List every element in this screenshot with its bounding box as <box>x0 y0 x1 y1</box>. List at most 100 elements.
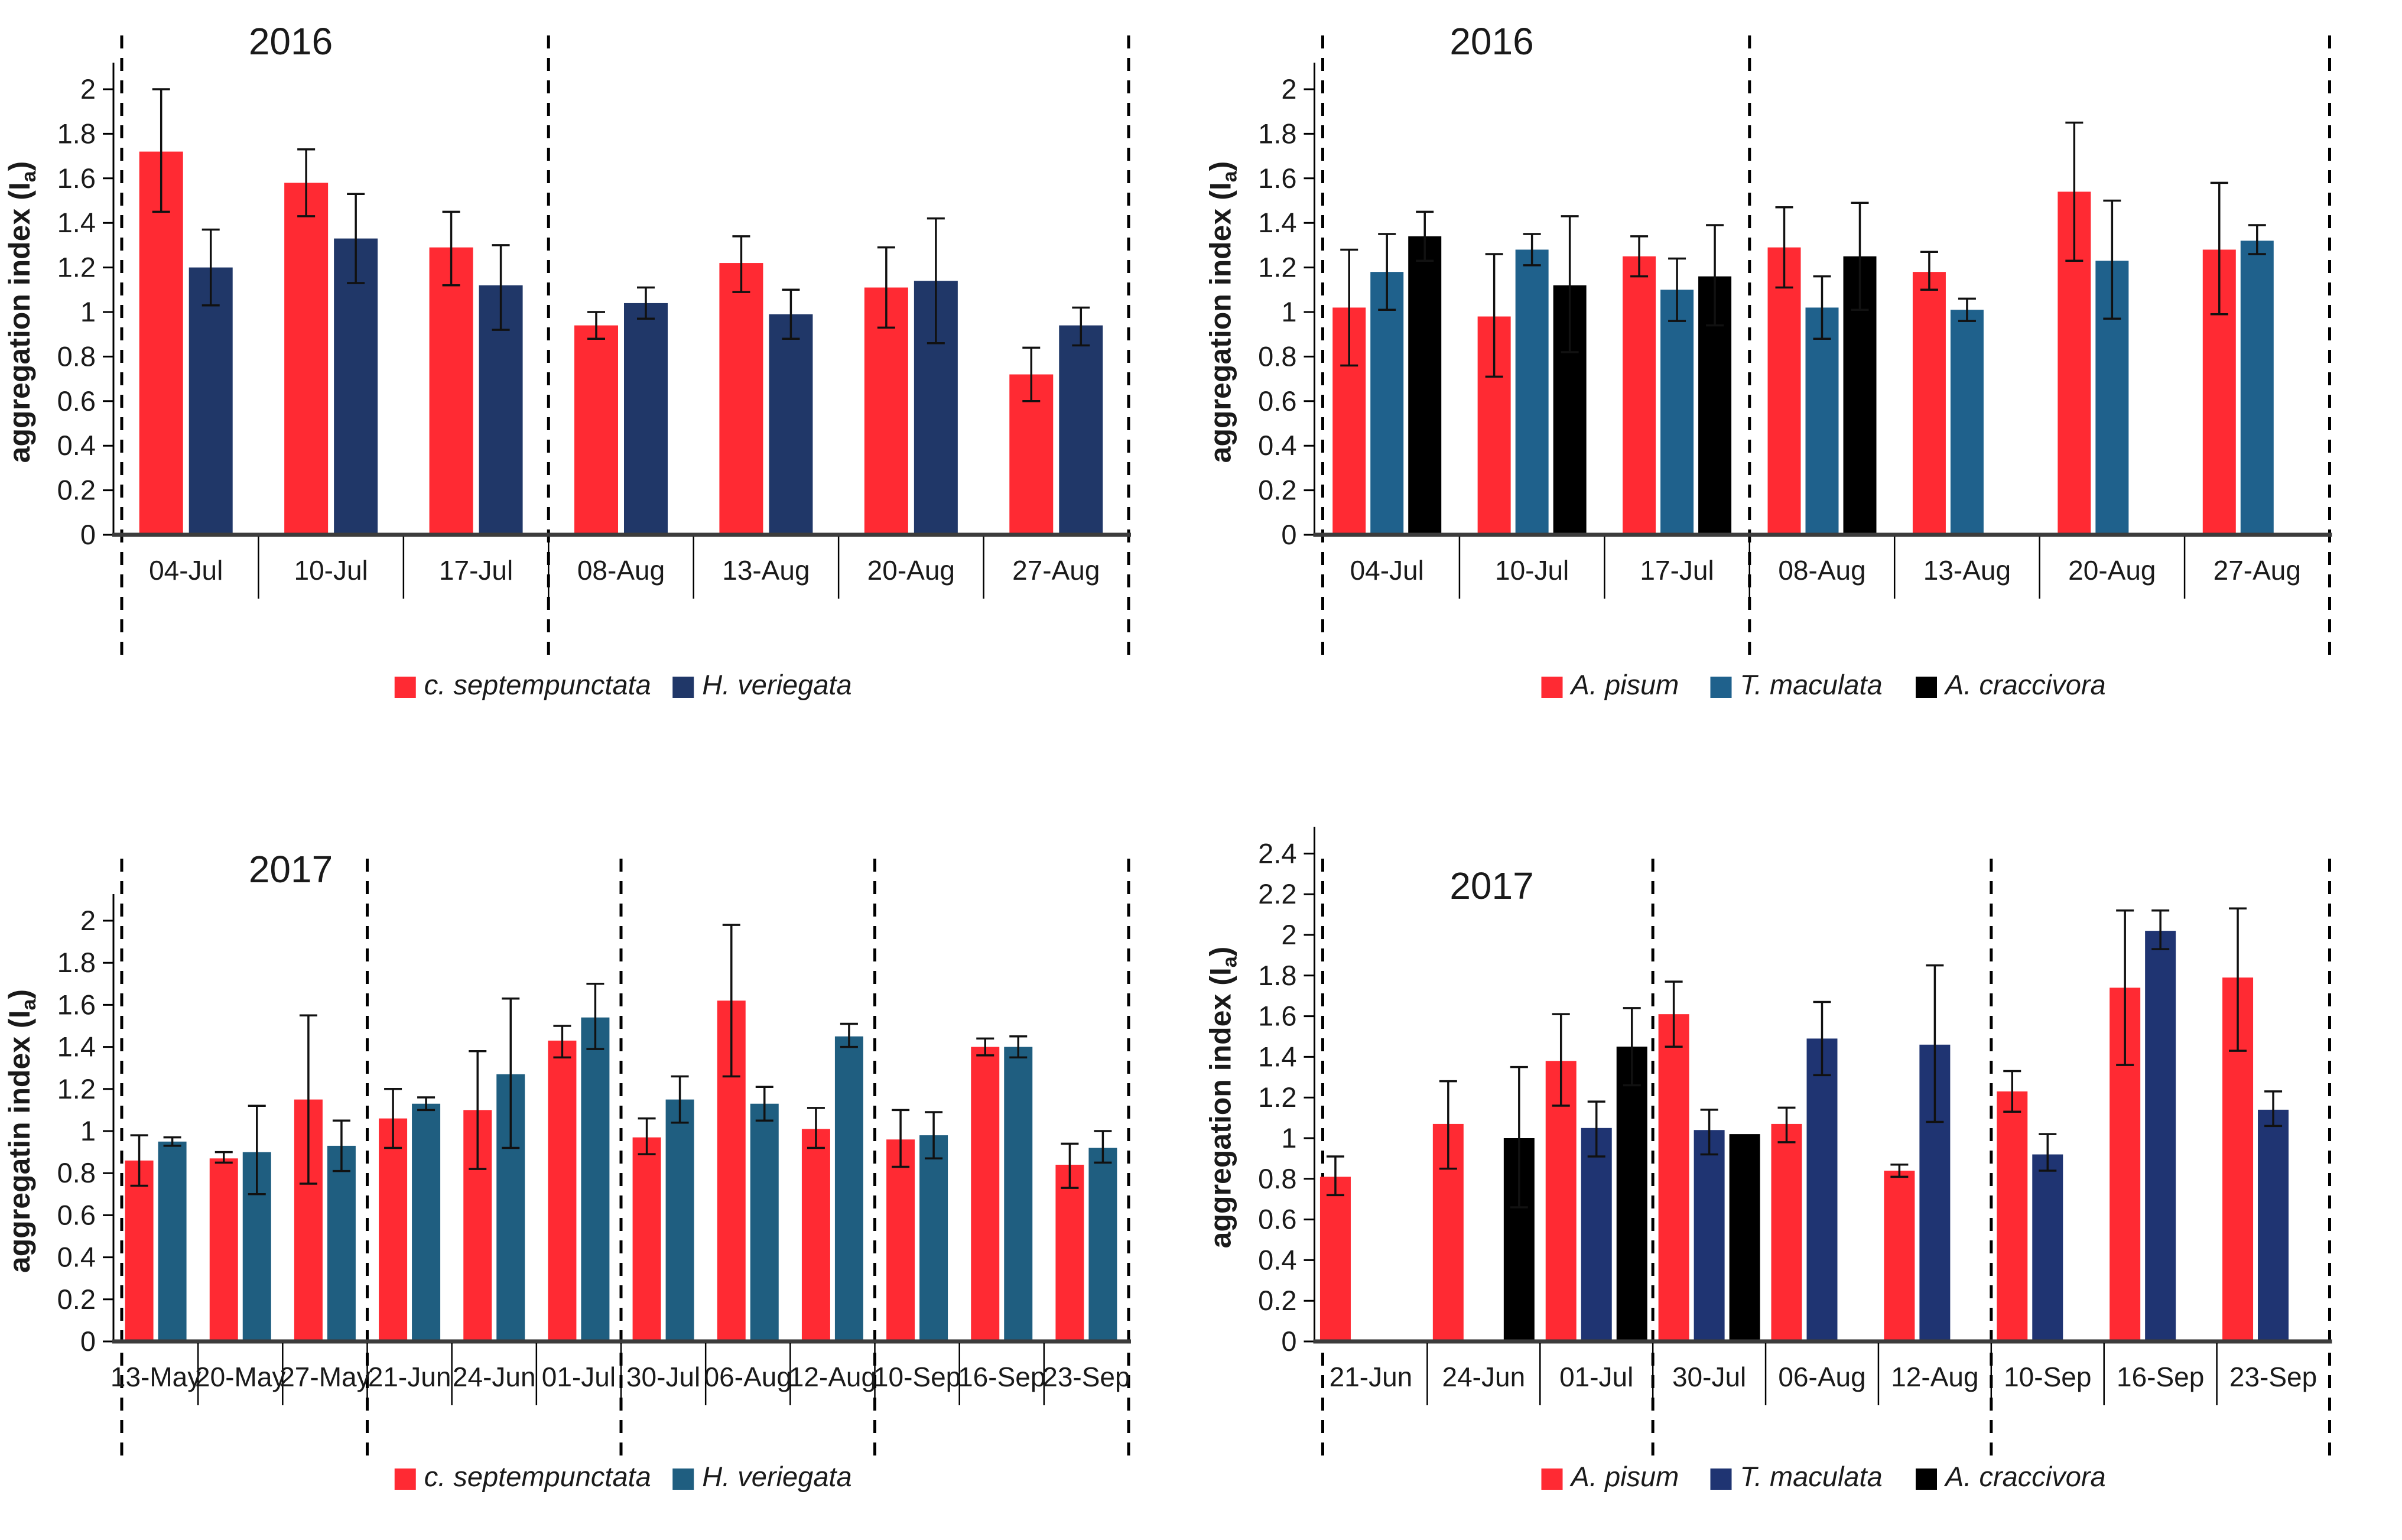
y-tick-label: 1 <box>1281 296 1296 327</box>
y-tick-label: 1 <box>80 1115 96 1146</box>
legend-label-2: H. veriegata <box>702 1461 851 1492</box>
bar-t--maculata <box>1694 1130 1725 1341</box>
bar-c--septempunctata <box>864 287 908 535</box>
chart-title: 2017 <box>249 848 333 891</box>
bar-h--veriegata <box>334 238 378 535</box>
bar-t--maculata <box>2032 1154 2063 1341</box>
y-axis-title-sub: a <box>1219 956 1241 967</box>
bar-h--veriegata <box>919 1135 948 1341</box>
bar-t--maculata <box>1806 1038 1838 1341</box>
y-tick-label: 0 <box>1281 519 1296 550</box>
x-category-label: 10-Sep <box>2004 1362 2091 1392</box>
legend-swatch-1 <box>1541 677 1563 698</box>
y-tick-label: 0.6 <box>1258 385 1296 417</box>
legend-label-3: A. craccivora <box>1943 1461 2106 1492</box>
y-tick-label: 0.6 <box>57 1199 96 1230</box>
chart-2017-aphids: 2017 0 0.2 0.4 0.6 0.8 1 1.2 1.4 1.6 1.8 2 2.2 2.4 agg… <box>1201 770 2402 1540</box>
x-category-label: 24-Jun <box>1442 1362 1526 1392</box>
bar-c--septempunctata <box>548 1040 577 1341</box>
bar-t--maculata <box>1370 272 1404 535</box>
y-tick-label: 1.4 <box>57 1031 96 1063</box>
bar-h--veriegata <box>1088 1148 1117 1341</box>
bar-a--craccivora <box>1616 1047 1647 1341</box>
y-axis-title: aggregatin index (Ia) <box>3 989 40 1273</box>
legend-label-2: H. veriegata <box>702 669 851 700</box>
y-axis-title-main: aggregation index (I <box>1204 182 1237 463</box>
y-tick-label: 0.6 <box>57 385 96 417</box>
bar-a--pisum <box>1912 272 1946 535</box>
x-category-label: 04-Jul <box>149 555 223 586</box>
bar-c--septempunctata <box>379 1118 408 1341</box>
y-tick-label: 0.4 <box>57 1242 96 1273</box>
chart-title: 2016 <box>249 20 333 63</box>
y-tick-label: 0.2 <box>57 475 96 506</box>
bar-t--maculata <box>2240 241 2274 535</box>
y-axis-title: aggregation index (Ia) <box>3 161 40 463</box>
bar-h--veriegata <box>1004 1047 1033 1341</box>
bar-t--maculata <box>1581 1128 1612 1341</box>
bar-c--septempunctata <box>1055 1164 1084 1341</box>
bar-c--septempunctata <box>574 325 618 535</box>
legend-label-2: T. maculata <box>1740 669 1883 700</box>
x-category-label: 23-Sep <box>2229 1362 2317 1392</box>
y-tick-label: 0 <box>80 1325 96 1357</box>
y-tick-label: 1.2 <box>1258 1081 1296 1113</box>
bar-a--pisum <box>1658 1014 1689 1341</box>
legend-swatch-2 <box>1710 1468 1732 1490</box>
legend-label-1: A. pisum <box>1569 1461 1679 1492</box>
x-category-label: 23-Sep <box>1042 1362 1130 1392</box>
bar-a--pisum <box>1884 1171 1915 1341</box>
y-tick-label: 1.4 <box>57 207 96 238</box>
y-tick-label: 1.6 <box>1258 163 1296 194</box>
x-category-label: 24-Jun <box>453 1362 536 1392</box>
bar-h--veriegata <box>665 1099 694 1341</box>
bar-a--pisum <box>1767 247 1801 535</box>
x-category-label: 12-Aug <box>789 1362 876 1392</box>
legend-swatch-1 <box>394 1468 416 1490</box>
y-tick-label: 1.8 <box>57 947 96 978</box>
chart-2017-aphids-svg: 2017 0 0.2 0.4 0.6 0.8 1 1.2 1.4 1.6 1.8 2 2.2 2.4 agg… <box>1204 827 2332 1492</box>
bar-h--veriegata <box>327 1145 356 1341</box>
y-tick-label: 2 <box>1281 919 1296 950</box>
y-tick-label: 1.4 <box>1258 207 1296 238</box>
x-category-label: 20-Aug <box>2068 555 2156 586</box>
bar-c--septempunctata <box>886 1139 915 1341</box>
y-axis-title-suffix: ) <box>3 161 36 171</box>
bar-h--veriegata <box>834 1036 863 1341</box>
bar-t--maculata <box>2145 931 2176 1341</box>
chart-title: 2016 <box>1449 20 1533 63</box>
y-tick-label: 1.2 <box>1258 252 1296 283</box>
bar-t--maculata <box>1515 249 1549 535</box>
y-tick-label: 1.6 <box>1258 1000 1296 1032</box>
legend-swatch-1 <box>1541 1468 1563 1490</box>
x-category-label: 30-Jul <box>1672 1362 1746 1392</box>
x-category-label: 06-Aug <box>1778 1362 1865 1392</box>
y-tick-label: 1 <box>1281 1122 1296 1154</box>
y-tick-label: 1.2 <box>57 252 96 283</box>
legend-label-1: c. septempunctata <box>424 669 651 700</box>
y-tick-label: 0.8 <box>57 1157 96 1188</box>
y-axis-title-suffix: ) <box>1204 161 1237 171</box>
x-category-label: 16-Sep <box>958 1362 1045 1392</box>
bar-h--veriegata <box>1059 325 1103 535</box>
y-tick-label: 0.8 <box>57 340 96 372</box>
bar-h--veriegata <box>188 267 233 535</box>
y-tick-label: 0.8 <box>1258 340 1296 372</box>
bar-c--septempunctata <box>125 1160 154 1341</box>
legend-swatch-3 <box>1916 677 1937 698</box>
x-category-label: 16-Sep <box>2117 1362 2204 1392</box>
legend-label-1: c. septempunctata <box>424 1461 651 1492</box>
bar-t--maculata <box>1805 307 1839 535</box>
y-tick-label: 1.6 <box>57 989 96 1020</box>
y-tick-label: 1.8 <box>1258 960 1296 991</box>
x-category-label: 21-Jun <box>1330 1362 1413 1392</box>
y-tick-label: 0.2 <box>1258 475 1296 506</box>
y-tick-label: 0 <box>80 519 96 550</box>
bar-t--maculata <box>1950 310 1984 535</box>
y-tick-label: 2.4 <box>1258 837 1296 869</box>
y-tick-label: 2 <box>80 73 96 105</box>
bar-t--maculata <box>1660 290 1694 535</box>
y-axis-title-suffix: ) <box>3 989 36 999</box>
y-tick-label: 0.4 <box>1258 430 1296 461</box>
x-category-label: 13-May <box>110 1362 201 1392</box>
